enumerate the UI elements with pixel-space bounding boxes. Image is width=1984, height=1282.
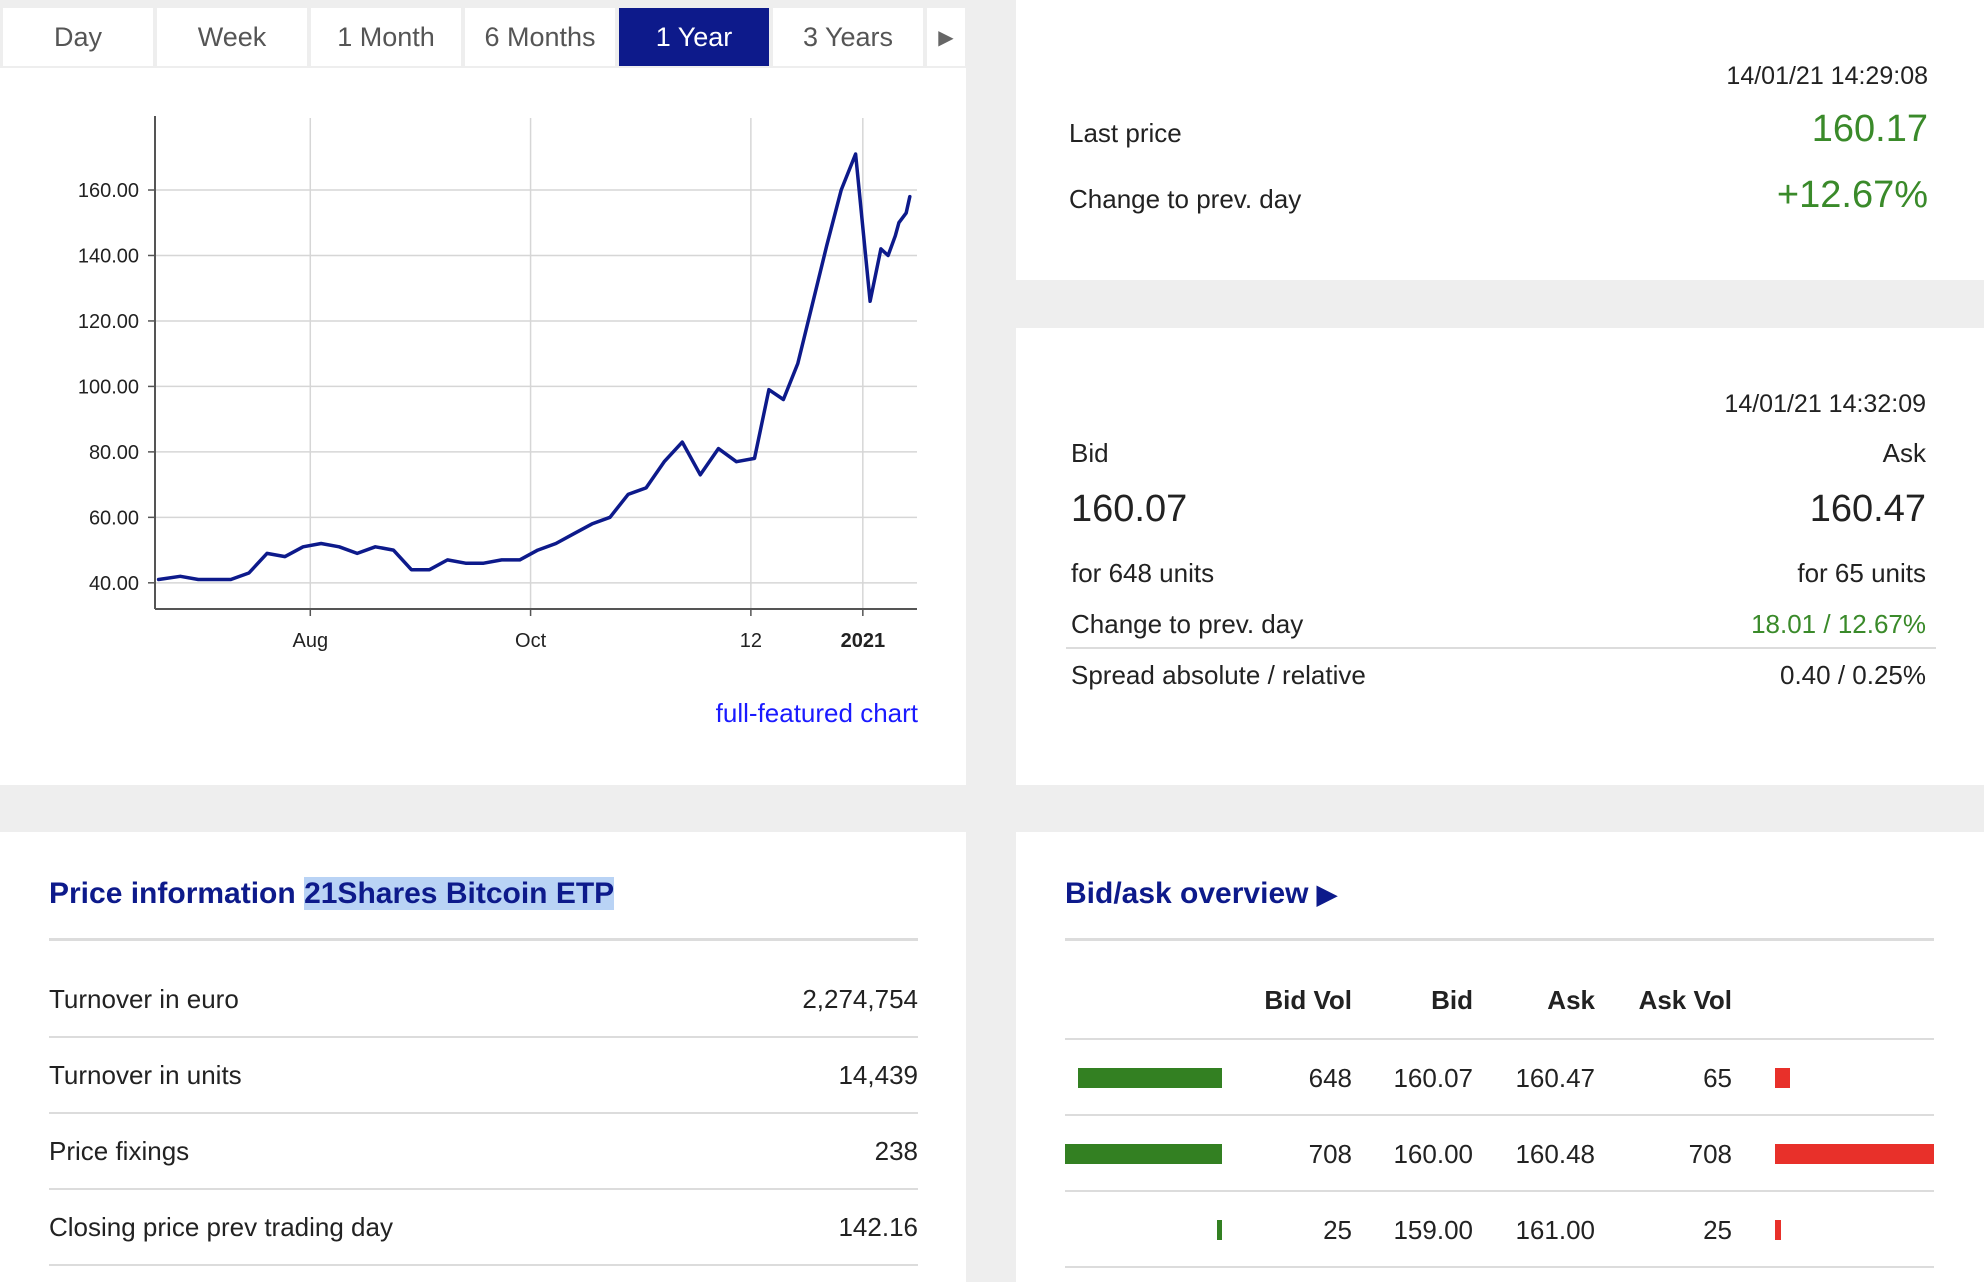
header-bid-vol: Bid Vol bbox=[1264, 985, 1352, 1015]
header-ask-vol: Ask Vol bbox=[1638, 985, 1732, 1015]
header-bid: Bid bbox=[1431, 985, 1473, 1015]
info-label: Price fixings bbox=[49, 1135, 190, 1166]
ask-volume-bar bbox=[1775, 1068, 1790, 1088]
header-rule bbox=[1065, 1038, 1934, 1040]
full-featured-chart-link[interactable]: full-featured chart bbox=[715, 698, 918, 728]
info-value: 238 bbox=[874, 1135, 918, 1166]
bid-vol-cell: 648 bbox=[1308, 1063, 1352, 1093]
info-row: Turnover in euro 2,274,754 bbox=[49, 962, 918, 1038]
play-right-icon: ▶ bbox=[1316, 879, 1337, 909]
price-line bbox=[156, 152, 912, 582]
info-row: Closing price prev trading day 142.16 bbox=[49, 1190, 918, 1266]
tab-day[interactable]: Day bbox=[3, 8, 153, 66]
bid-ask-panel: 14/01/21 14:32:09 Bid Ask 160.07 160.47 … bbox=[1016, 328, 1984, 785]
bid-vol-cell: 708 bbox=[1308, 1139, 1352, 1169]
bid-vol-cell: 25 bbox=[1323, 1215, 1352, 1245]
bidask-change-label: Change to prev. day bbox=[1071, 609, 1304, 639]
info-label: Closing price prev trading day bbox=[49, 1211, 393, 1242]
tab-1-year[interactable]: 1 Year bbox=[619, 8, 769, 66]
tab-1-month[interactable]: 1 Month bbox=[311, 8, 461, 66]
last-price-panel: 14/01/21 14:29:08 Last price 160.17 Chan… bbox=[1016, 0, 1984, 280]
bid-volume-bar bbox=[1217, 1220, 1222, 1240]
y-tick-label: 40.00 bbox=[89, 573, 139, 595]
y-tick-label: 120.00 bbox=[78, 311, 139, 333]
info-row: Price fixings 238 bbox=[49, 1114, 918, 1190]
bid-ask-overview-panel bbox=[1016, 832, 1984, 1282]
ask-cell: 161.00 bbox=[1515, 1215, 1595, 1245]
x-tick-label: 12 bbox=[740, 630, 762, 652]
overview-title-rule bbox=[1065, 938, 1934, 941]
price-chart: 40.00 60.00 80.00 100.00 120.00 140.00 160.00 A… bbox=[78, 116, 917, 652]
bid-cell: 159.00 bbox=[1393, 1215, 1473, 1245]
info-value: 14,439 bbox=[838, 1059, 918, 1090]
bid-cell: 160.00 bbox=[1393, 1139, 1473, 1169]
table-row: 648 160.07 160.47 65 bbox=[1065, 1040, 1934, 1116]
last-price-label: Last price bbox=[1069, 118, 1182, 148]
info-value: 142.16 bbox=[838, 1211, 918, 1242]
chart-panel: Day Week 1 Month 6 Months 1 Year 3 Years… bbox=[0, 0, 966, 785]
ask-volume-bar bbox=[1775, 1144, 1934, 1164]
x-tick-label: Oct bbox=[515, 630, 547, 652]
quote-timestamp: 14/01/21 14:29:08 bbox=[1726, 62, 1928, 90]
info-label: Turnover in units bbox=[49, 1059, 242, 1090]
tabs-scroll-right-button[interactable]: ▶ bbox=[927, 8, 965, 66]
x-tick-label: Aug bbox=[292, 630, 328, 652]
price-information-panel: Price information 21Shares Bitcoin ETP T… bbox=[0, 832, 966, 1282]
bid-volume-bar bbox=[1065, 1144, 1222, 1164]
x-tick-label: 2021 bbox=[841, 630, 886, 652]
bid-ask-overview-link[interactable]: Bid/ask overview ▶ bbox=[1065, 877, 1337, 911]
ask-units: for 65 units bbox=[1797, 558, 1926, 588]
info-value: 2,274,754 bbox=[802, 983, 918, 1014]
divider bbox=[1066, 647, 1936, 649]
ask-vol-cell: 708 bbox=[1688, 1139, 1732, 1169]
bid-volume-bar bbox=[1078, 1068, 1222, 1088]
bid-units: for 648 units bbox=[1071, 558, 1215, 588]
change-prev-day-label: Change to prev. day bbox=[1069, 184, 1302, 214]
bid-label: Bid bbox=[1071, 438, 1109, 468]
play-right-icon: ▶ bbox=[938, 26, 954, 49]
ask-volume-bar bbox=[1775, 1220, 1781, 1240]
header-ask: Ask bbox=[1547, 985, 1595, 1015]
period-tabs: Day Week 1 Month 6 Months 1 Year 3 Years… bbox=[0, 0, 966, 68]
y-tick-label: 140.00 bbox=[78, 245, 139, 267]
table-row: 25 159.00 161.00 25 bbox=[1065, 1192, 1934, 1268]
bid-value: 160.07 bbox=[1071, 488, 1188, 530]
info-row: Turnover in units 14,439 bbox=[49, 1038, 918, 1114]
tab-6-months[interactable]: 6 Months bbox=[465, 8, 615, 66]
title-prefix: Price information bbox=[49, 877, 296, 910]
price-information-title: Price information 21Shares Bitcoin ETP bbox=[49, 877, 615, 911]
ask-cell: 160.48 bbox=[1515, 1139, 1595, 1169]
table-row: 708 160.00 160.48 708 bbox=[1065, 1116, 1934, 1192]
overview-title: Bid/ask overview bbox=[1065, 877, 1309, 910]
ask-vol-cell: 25 bbox=[1703, 1215, 1732, 1245]
product-name: 21Shares Bitcoin ETP bbox=[304, 877, 615, 910]
info-label: Turnover in euro bbox=[49, 983, 239, 1014]
ask-label: Ask bbox=[1882, 438, 1926, 468]
ask-value: 160.47 bbox=[1809, 488, 1926, 530]
y-tick-label: 100.00 bbox=[78, 376, 139, 398]
bidask-change-value: 18.01 / 12.67% bbox=[1751, 609, 1926, 639]
tab-3-years[interactable]: 3 Years bbox=[773, 8, 923, 66]
ask-cell: 160.47 bbox=[1515, 1063, 1595, 1093]
tab-week[interactable]: Week bbox=[157, 8, 307, 66]
title-rule bbox=[49, 938, 918, 941]
y-tick-label: 80.00 bbox=[89, 442, 139, 464]
y-tick-label: 60.00 bbox=[89, 507, 139, 529]
y-tick-label: 160.00 bbox=[78, 180, 139, 202]
spread-label: Spread absolute / relative bbox=[1071, 660, 1366, 690]
change-prev-day-value: +12.67% bbox=[1776, 174, 1928, 216]
spread-value: 0.40 / 0.25% bbox=[1780, 660, 1926, 690]
bidask-timestamp: 14/01/21 14:32:09 bbox=[1724, 390, 1926, 418]
bid-cell: 160.07 bbox=[1393, 1063, 1473, 1093]
last-price-value: 160.17 bbox=[1811, 108, 1928, 150]
ask-vol-cell: 65 bbox=[1703, 1063, 1732, 1093]
